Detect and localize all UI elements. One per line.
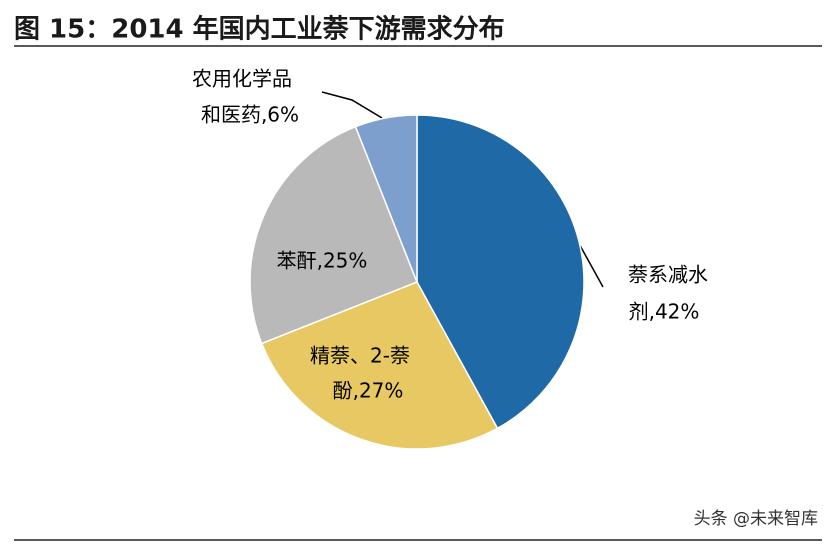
data-label: 酚,27% [333, 379, 404, 403]
data-label: 和医药,6% [201, 103, 299, 127]
pie [249, 114, 585, 450]
pie-slice [260, 281, 499, 450]
leader-line [576, 239, 604, 288]
pie-slice [416, 114, 585, 430]
data-label: 苯酐,25% [277, 249, 368, 273]
chart-title: 图 15：2014 年国内工业萘下游需求分布 [14, 14, 505, 45]
watermark: 头条 @未来智库 [694, 509, 818, 529]
data-label: 剂,42% [629, 300, 700, 324]
data-label: 萘系减水 [628, 263, 708, 287]
pie-slice [354, 114, 418, 283]
leader-line [321, 91, 383, 119]
data-label: 精萘、2-萘 [310, 344, 410, 368]
data-label: 农用化学品 [192, 67, 292, 91]
pie-slice [249, 125, 418, 345]
